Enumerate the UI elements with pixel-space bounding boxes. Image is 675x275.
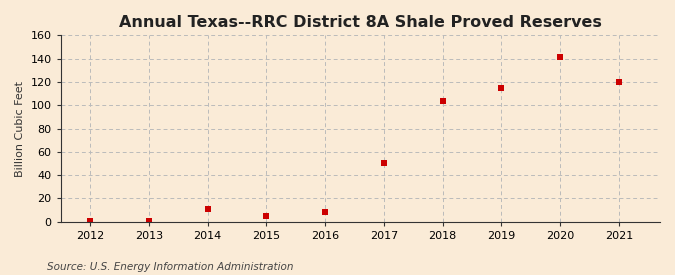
Title: Annual Texas--RRC District 8A Shale Proved Reserves: Annual Texas--RRC District 8A Shale Prov… (119, 15, 602, 30)
Text: Source: U.S. Energy Information Administration: Source: U.S. Energy Information Administ… (47, 262, 294, 272)
Y-axis label: Billion Cubic Feet: Billion Cubic Feet (15, 81, 25, 177)
